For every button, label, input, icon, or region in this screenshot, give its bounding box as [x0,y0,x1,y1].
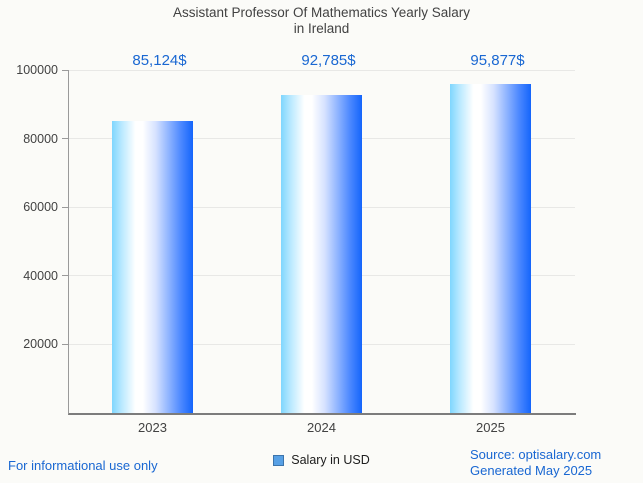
chart-title-line1: Assistant Professor Of Mathematics Yearl… [172,5,471,20]
y-tick-label: 100000 [16,63,58,77]
y-tick-label: 40000 [23,268,58,283]
y-axis-tick [62,275,68,277]
y-axis-tick [62,69,68,71]
chart-title: Assistant Professor Of Mathematics Yearl… [0,5,643,37]
legend-blue-square-icon [273,454,285,466]
legend-label: Salary in USD [291,453,370,467]
disclaimer-text: For informational use only [8,458,158,473]
y-tick-label: 60000 [23,200,58,215]
generated-date: Generated May 2025 [470,462,593,478]
source-block: Source: optisalary.com Generated May 202… [470,447,601,478]
x-tick-label-2025: 2025 [476,420,505,435]
gridline [69,69,575,71]
x-tick-label-2024: 2024 [307,420,336,435]
y-axis-tick [62,343,68,345]
plot-area [68,70,576,415]
y-tick-label: 80000 [23,131,58,146]
value-label-2024: 92,785$ [301,52,356,69]
y-tick-label: 20000 [23,337,58,352]
value-label-2025: 95,877$ [470,52,525,69]
chart-title-line2: in Ireland [293,21,350,36]
value-label-2023: 85,124$ [132,52,187,69]
bar-2023 [112,121,193,413]
legend[interactable]: Salary in USD [0,453,643,467]
x-tick-label-2023: 2023 [138,420,167,435]
y-axis-tick [62,138,68,140]
y-axis-tick [62,206,68,208]
bar-2025 [450,84,531,413]
source-link[interactable]: Source: optisalary.com [470,447,602,462]
bar-2024 [281,95,362,413]
